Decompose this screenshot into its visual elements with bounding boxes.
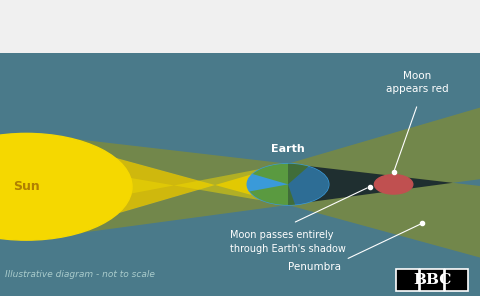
Text: Penumbra: Penumbra — [288, 262, 341, 272]
Text: Sun: Sun — [13, 180, 40, 193]
Circle shape — [247, 164, 329, 205]
Circle shape — [0, 133, 132, 240]
Polygon shape — [26, 133, 480, 264]
Polygon shape — [288, 176, 480, 205]
Text: Moon
appears red: Moon appears red — [386, 71, 449, 94]
Text: Illustrative diagram - not to scale: Illustrative diagram - not to scale — [5, 270, 155, 279]
Wedge shape — [252, 164, 308, 184]
Polygon shape — [26, 160, 288, 213]
FancyBboxPatch shape — [445, 269, 468, 291]
Polygon shape — [26, 133, 288, 240]
FancyBboxPatch shape — [396, 269, 419, 291]
Text: BBC: BBC — [413, 273, 451, 287]
Text: Earth: Earth — [271, 144, 305, 154]
Wedge shape — [288, 164, 329, 205]
Text: Total lunar eclipse: Total lunar eclipse — [10, 23, 211, 42]
Wedge shape — [250, 184, 295, 205]
Polygon shape — [26, 101, 480, 240]
Circle shape — [374, 175, 413, 194]
FancyBboxPatch shape — [420, 269, 444, 291]
Polygon shape — [288, 164, 480, 189]
Text: Moon passes entirely
through Earth's shadow: Moon passes entirely through Earth's sha… — [230, 231, 346, 254]
Polygon shape — [288, 164, 453, 205]
